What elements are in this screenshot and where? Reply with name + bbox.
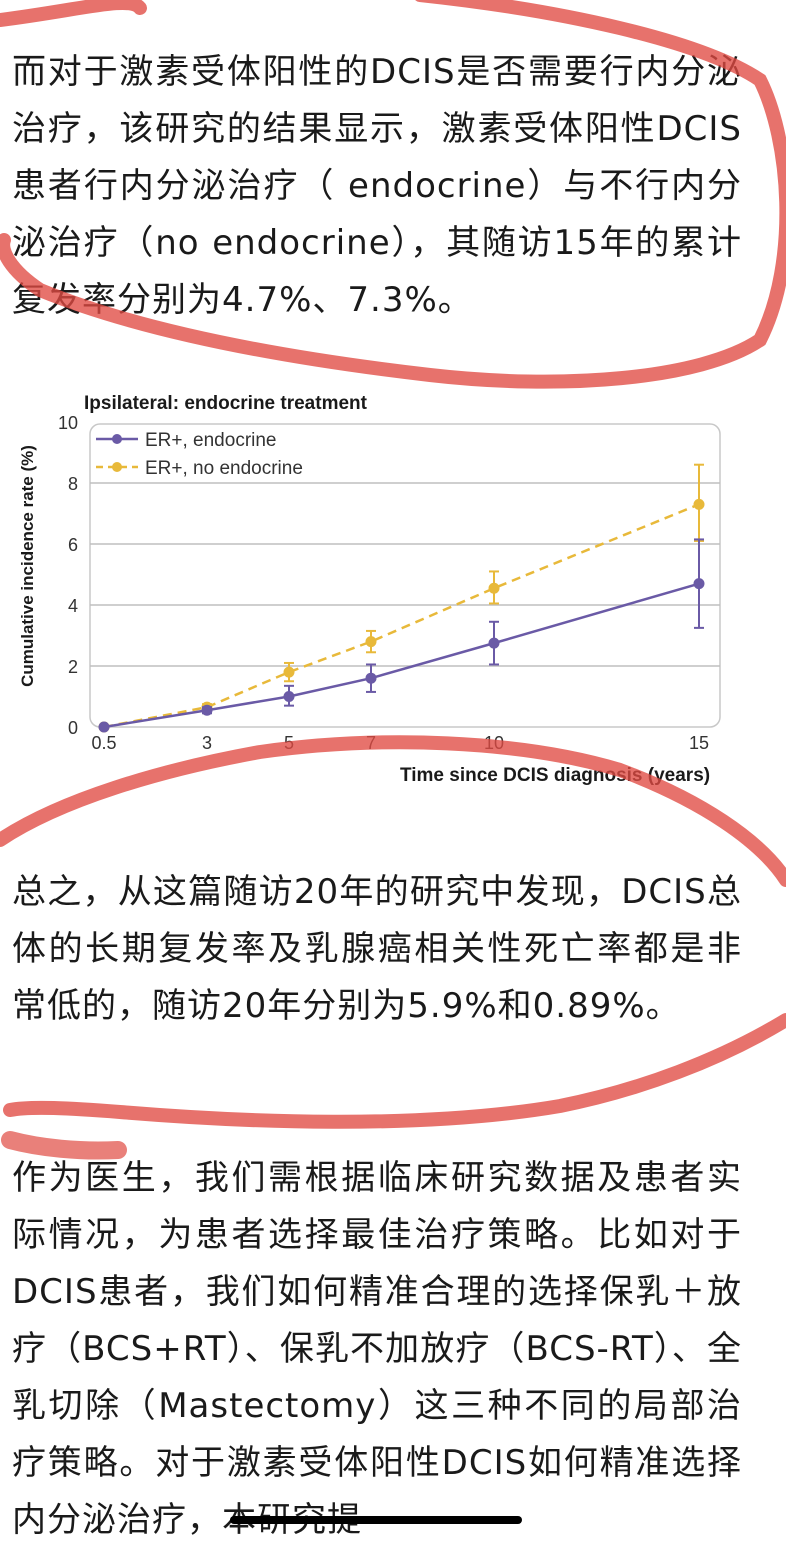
chart-title: Ipsilateral: endocrine treatment [84,393,367,414]
data-point [488,637,500,649]
data-point [283,666,295,678]
x-tick-label: 3 [202,733,212,753]
legend-no-endocrine-label: ER+, no endocrine [145,458,303,479]
data-point [365,672,377,684]
x-tick-label: 10 [484,733,504,753]
y-tick-label: 2 [68,657,78,677]
x-tick-label: 7 [366,733,376,753]
y-tick-labels: 0 2 4 6 8 10 [58,413,78,738]
annotation-stroke-bottom [3,1013,786,1129]
y-tick-label: 6 [68,535,78,555]
data-point [201,704,213,716]
data-point [693,578,705,590]
x-tick-label: 5 [284,733,294,753]
x-tick-label: 0.5 [91,733,116,753]
legend-endocrine-marker [112,434,122,444]
series-layer [98,463,705,733]
paragraph-summary: 总之，从这篇随访20年的研究中发现，DCIS总体的长期复发率及乳腺癌相关性死亡率… [12,872,742,1026]
data-point [488,582,500,594]
legend-endocrine-label: ER+, endocrine [145,430,277,451]
series-line [103,503,700,729]
x-tick-labels: 0.5 3 5 7 10 15 [91,733,709,753]
data-point [98,721,110,733]
series-line [103,582,700,729]
y-tick-label: 0 [68,718,78,738]
data-point [283,691,295,702]
y-tick-label: 10 [58,413,78,433]
legend-no-endocrine-marker [112,462,122,472]
y-tick-label: 8 [68,474,78,494]
plot-frame [89,423,721,728]
legend: ER+, endocrine ER+, no endocrine [96,430,303,479]
x-axis-label: Time since DCIS diagnosis (years) [400,765,711,786]
data-point [693,498,705,510]
paragraph-clinical-strategy: 作为医生，我们需根据临床研究数据及患者实际情况，为患者选择最佳治疗策略。比如对于… [12,1158,742,1540]
x-tick-label: 15 [689,733,709,753]
y-axis-label: Cumulative incidence rate (%) [18,445,37,687]
y-tick-label: 4 [68,596,78,616]
annotation-smudge [1,1131,127,1160]
grid-lines [90,482,720,667]
data-point [365,636,377,648]
